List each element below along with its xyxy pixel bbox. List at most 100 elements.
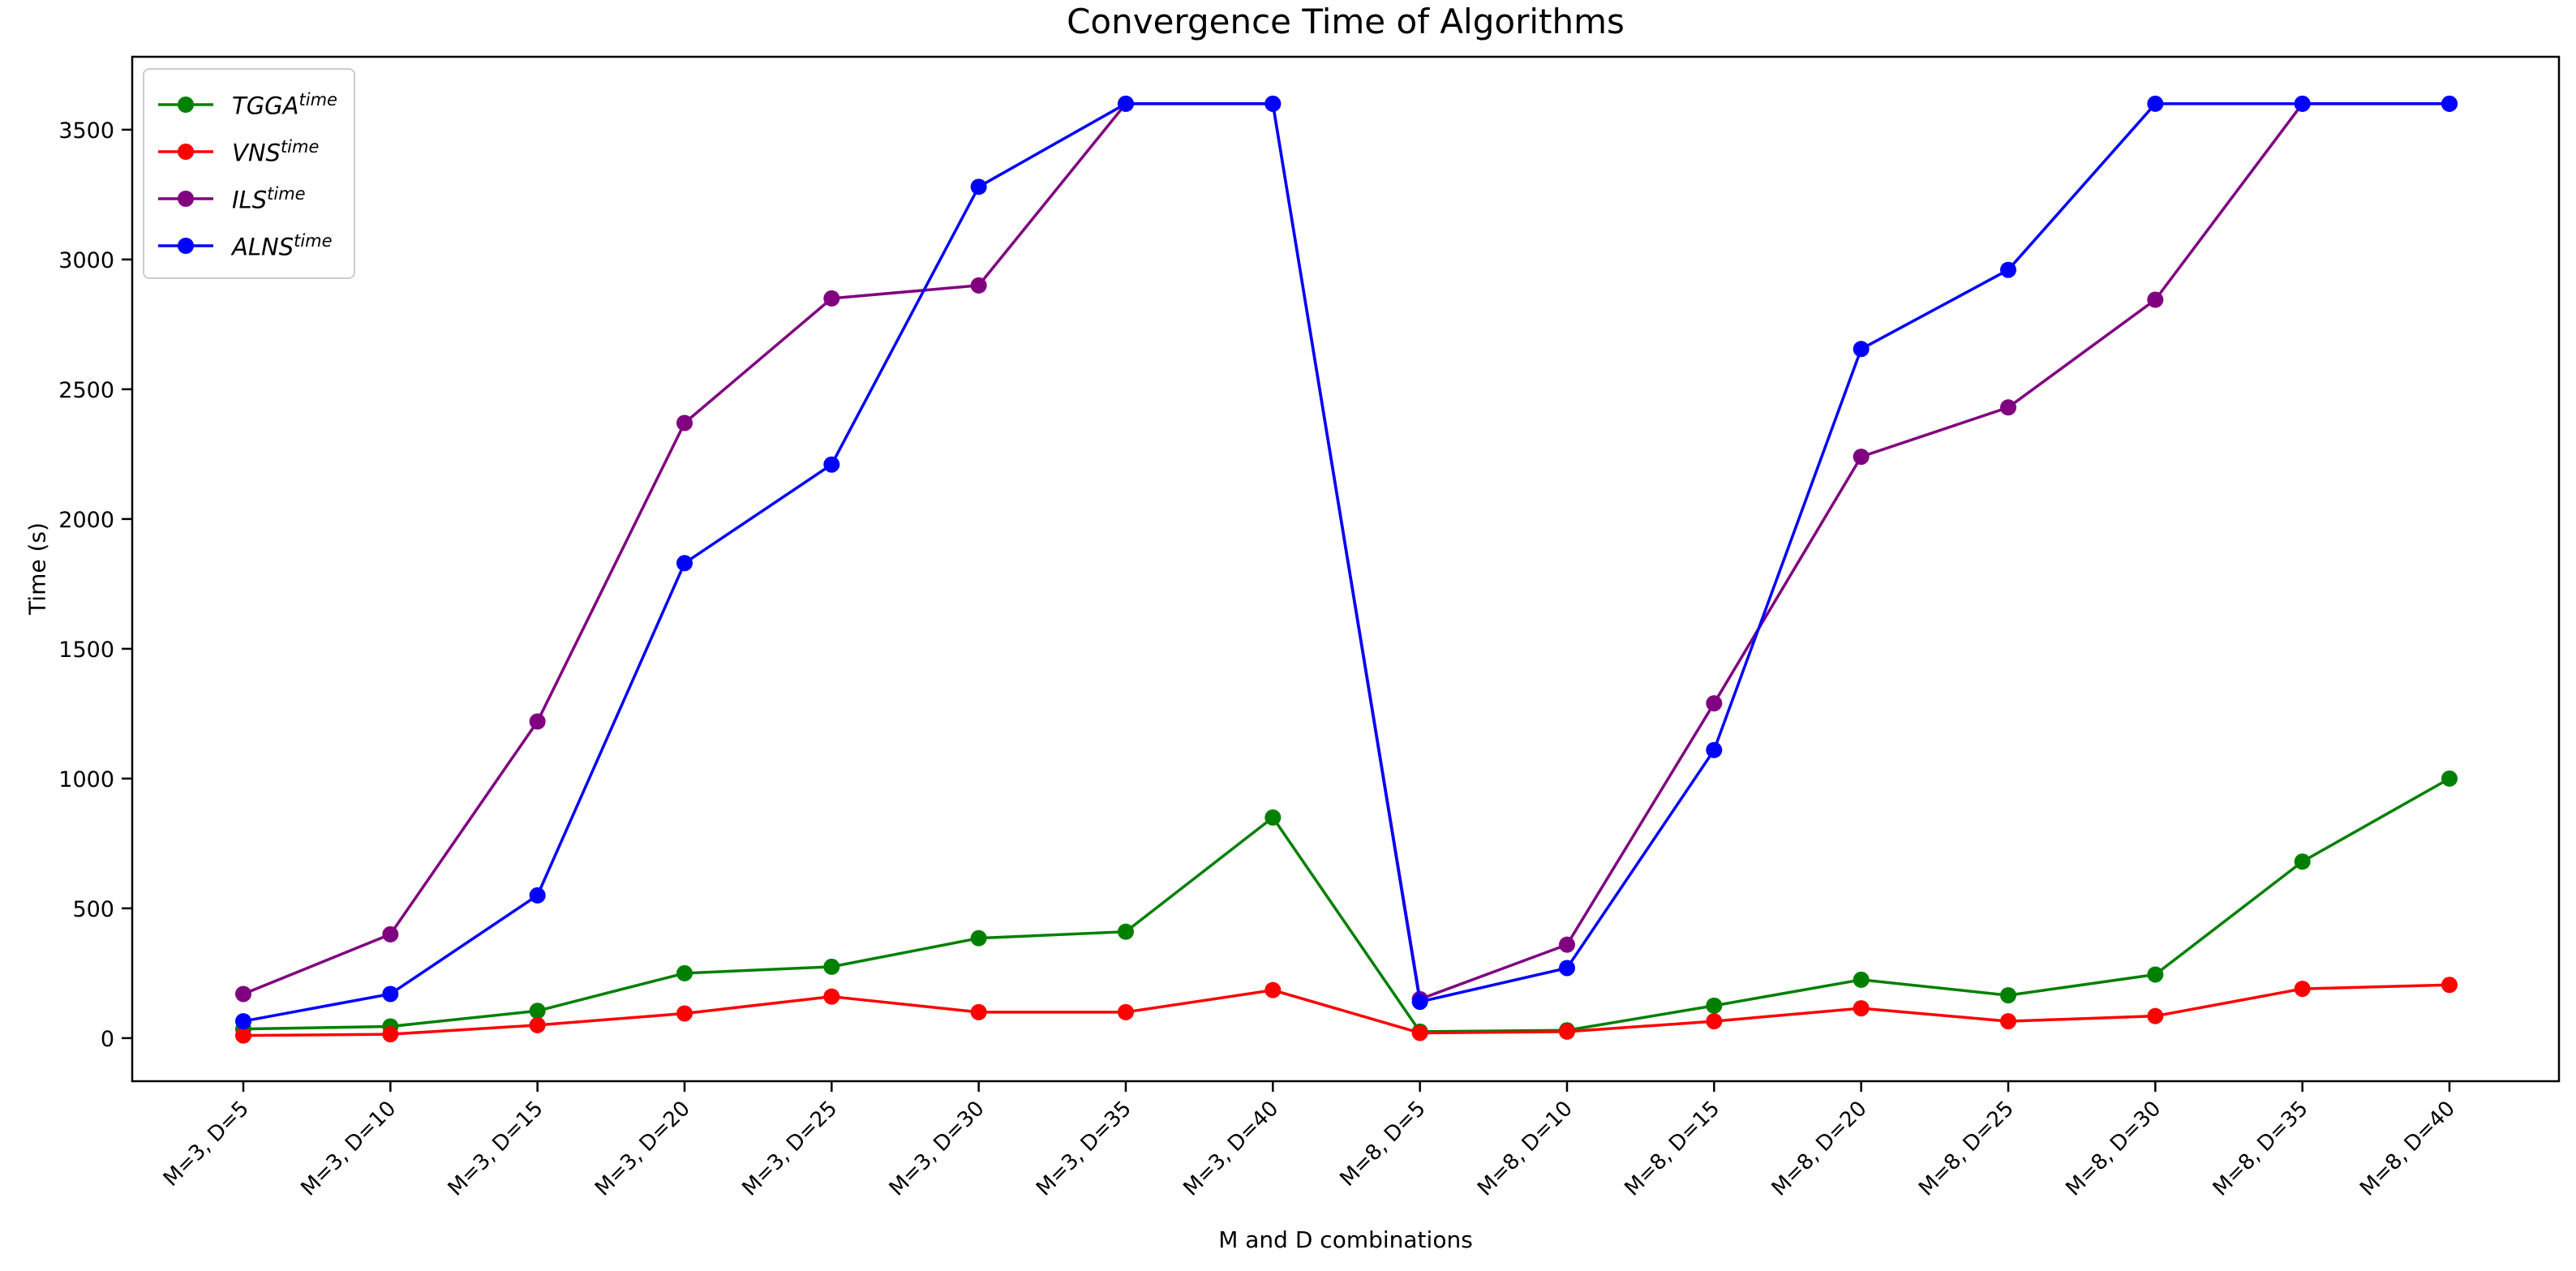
y-axis: 0 500 1000 1500 2000 2500 3000 3500 <box>58 118 132 1052</box>
legend-swatch <box>158 97 213 113</box>
data-point <box>1117 95 1134 112</box>
series-line <box>243 983 2450 1037</box>
y-tick-label: 1000 <box>58 767 114 792</box>
data-point <box>529 1003 546 1020</box>
x-tick-label: M=8, D=30 <box>2061 1097 2166 1201</box>
data-point <box>1853 449 1870 466</box>
x-tick-label: M=3, D=35 <box>1032 1097 1136 1201</box>
x-tick-label: M=8, D=25 <box>1914 1097 2019 1201</box>
data-point <box>970 178 987 195</box>
legend-marker <box>178 191 194 207</box>
data-point <box>235 1013 251 1030</box>
legend-item: ILStime <box>157 175 337 222</box>
data-point <box>823 456 840 473</box>
chart-title: Convergence Time of Algorithms <box>1067 2 1625 41</box>
data-point <box>2294 981 2311 998</box>
axes-spines <box>131 55 2561 1083</box>
legend-item: TGGAtime <box>157 81 337 128</box>
data-point <box>235 985 251 1003</box>
data-point <box>1853 971 1870 988</box>
series-alns <box>235 95 2458 1030</box>
data-point <box>2294 95 2311 112</box>
data-point <box>2441 977 2458 994</box>
x-tick-label: M=3, D=20 <box>590 1097 695 1201</box>
x-tick-label: M=3, D=15 <box>444 1097 548 1201</box>
legend-swatch <box>158 238 213 254</box>
legend-item: ALNStime <box>157 222 337 269</box>
data-point <box>1264 981 1282 998</box>
data-point <box>1706 695 1723 712</box>
data-point <box>1706 1013 1723 1030</box>
legend-marker <box>178 144 194 160</box>
data-point <box>2147 291 2164 308</box>
legend-label: ALNStime <box>232 230 333 261</box>
data-point <box>1411 994 1428 1011</box>
legend-label: VNStime <box>232 136 320 167</box>
data-point <box>2294 853 2311 870</box>
data-point <box>1706 741 1723 758</box>
legend-label: TGGAtime <box>232 89 337 120</box>
data-point <box>970 930 987 947</box>
x-axis: M=3, D=5 M=3, D=10 M=3, D=15 M=3, D=20 M=3, … <box>159 1081 2460 1201</box>
data-point <box>823 958 840 975</box>
y-tick-label: 500 <box>72 897 114 922</box>
y-tick-label: 3500 <box>58 118 114 144</box>
x-tick-label: M=8, D=10 <box>1473 1097 1578 1201</box>
y-tick-label: 0 <box>101 1027 114 1052</box>
data-point <box>823 988 840 1005</box>
data-point <box>529 713 546 730</box>
x-tick-label: M=3, D=5 <box>159 1097 254 1192</box>
data-point <box>1853 341 1870 358</box>
data-point <box>970 277 987 294</box>
legend-swatch <box>158 191 213 207</box>
data-point <box>1558 960 1575 977</box>
data-point <box>676 964 693 981</box>
data-point <box>676 1005 693 1022</box>
data-point <box>1117 1003 1134 1020</box>
data-point <box>529 1016 546 1033</box>
x-tick-label: M=8, D=35 <box>2209 1097 2313 1201</box>
series-vns <box>235 977 2458 1044</box>
legend: TGGAtime VNStime ILStime ALNStime <box>143 68 355 279</box>
x-axis-label: M and D combinations <box>1218 1226 1473 1253</box>
x-tick-label: M=3, D=30 <box>885 1097 990 1201</box>
data-point <box>676 555 693 572</box>
data-point <box>2147 95 2164 112</box>
series-line <box>243 777 2450 1033</box>
data-point <box>1558 936 1575 953</box>
x-tick-label: M=3, D=40 <box>1179 1097 1283 1201</box>
data-point <box>1264 95 1282 112</box>
data-point <box>382 925 399 943</box>
x-tick-label: M=8, D=40 <box>2355 1097 2460 1201</box>
y-tick-label: 2000 <box>58 508 114 533</box>
legend-swatch <box>158 144 213 160</box>
legend-marker <box>178 238 194 254</box>
data-point <box>1117 923 1134 940</box>
data-point <box>382 1026 399 1043</box>
data-point <box>1999 1013 2016 1030</box>
data-point <box>2147 966 2164 983</box>
data-point <box>1999 399 2016 416</box>
data-point <box>1706 997 1723 1014</box>
data-point <box>1411 1024 1428 1041</box>
series-tgga <box>235 770 2458 1040</box>
data-point <box>970 1003 987 1020</box>
legend-label: ILStime <box>232 183 306 214</box>
x-tick-label: M=3, D=25 <box>737 1097 842 1201</box>
data-point <box>235 1027 251 1044</box>
legend-item: VNStime <box>157 128 337 175</box>
data-point <box>1853 1000 1870 1017</box>
y-tick-label: 2500 <box>58 378 114 403</box>
data-point <box>1264 809 1282 826</box>
data-point <box>2147 1007 2164 1024</box>
data-point <box>2441 770 2458 787</box>
data-point <box>382 985 399 1003</box>
legend-marker <box>178 97 194 113</box>
series-line <box>243 102 2449 1023</box>
data-point <box>1999 987 2016 1004</box>
x-tick-label: M=8, D=5 <box>1335 1097 1430 1192</box>
x-tick-label: M=8, D=15 <box>1620 1097 1724 1201</box>
y-tick-label: 3000 <box>58 248 114 273</box>
